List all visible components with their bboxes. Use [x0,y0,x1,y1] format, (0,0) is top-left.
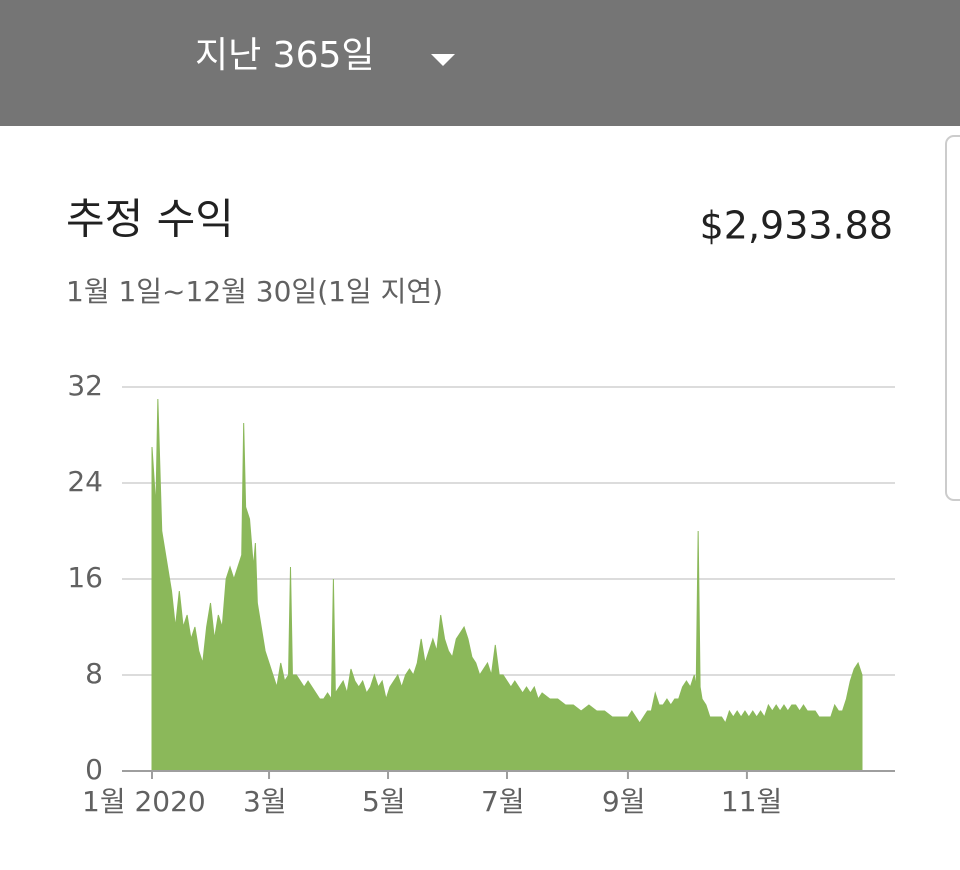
y-tick-label: 8 [85,657,103,690]
x-tick-label: 11월 [721,785,782,818]
side-card-edge [945,135,960,501]
y-tick-label: 0 [85,753,103,786]
x-tick-label: 9월 [602,785,646,818]
range-label[interactable]: 지난 365일 [195,35,375,76]
x-tick-label: 1월 2020 [82,785,206,818]
y-tick-label: 32 [67,369,103,402]
chart: 0 8 16 24 32 1월 2020 3월 5월 7월 9월 11월 [67,369,895,818]
total-revenue: $2,933.88 [700,204,893,248]
dropdown-arrow[interactable] [431,54,455,66]
card-title: 추정 수익 [66,195,234,244]
revenue-area [151,398,863,772]
x-tick-label: 5월 [362,785,406,818]
y-tick-label: 24 [67,465,103,498]
range-selector[interactable]: 지난 365일 [195,35,455,76]
x-tick-label: 3월 [243,785,287,818]
x-tick-label: 7월 [481,785,525,818]
y-tick-label: 16 [67,561,103,594]
card-subtitle: 1월 1일~12월 30일(1일 지연) [66,275,443,308]
top-bar [0,0,960,126]
